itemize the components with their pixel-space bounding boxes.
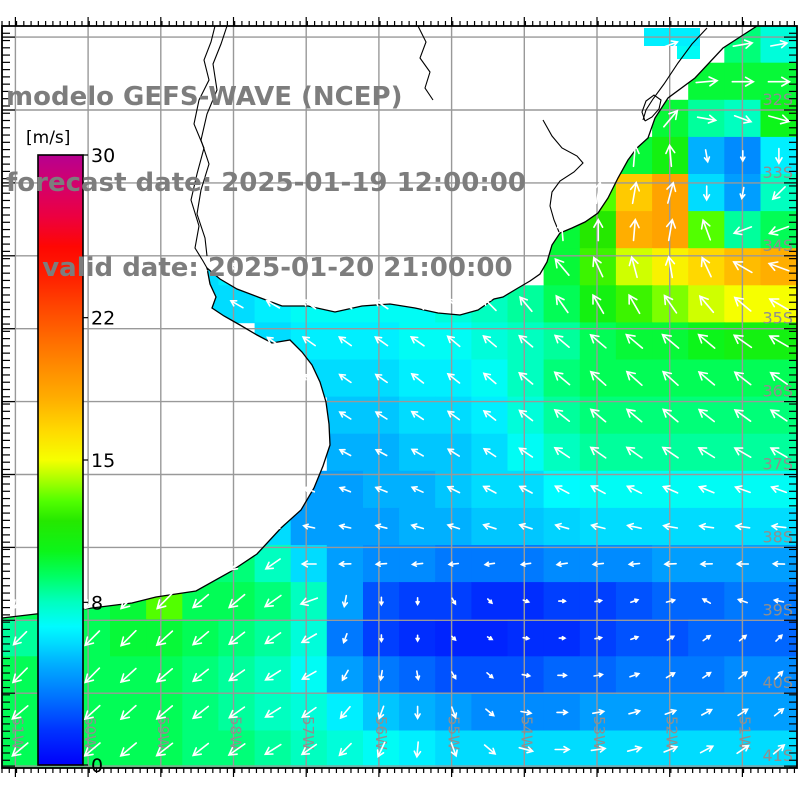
lon-label: 51W xyxy=(735,716,753,750)
lon-label: 59W xyxy=(154,716,172,750)
lon-label: 57W xyxy=(299,716,317,750)
colorbar-tick-label: 30 xyxy=(91,145,115,167)
forecast-date: forecast date: 2025-01-19 12:00:00 xyxy=(6,167,526,198)
lat-label: 35S xyxy=(762,309,793,328)
lat-label: 38S xyxy=(762,527,793,546)
model-title: modelo GEFS-WAVE (NCEP) xyxy=(6,82,403,112)
lat-label: 36S xyxy=(762,382,793,401)
rivers xyxy=(190,26,708,269)
title-block: modelo GEFS-WAVE (NCEP) forecast date: 2… xyxy=(6,26,526,340)
colorbar-tick-label: 15 xyxy=(91,450,115,472)
graticule-labels: 32S 33S 34S 35S 36S 37S 38S 39S 40S 41S 61W 60W 59W 5… xyxy=(8,90,793,765)
axis-ticks xyxy=(1,17,797,777)
valid-date: valid date: 2025-01-20 21:00:00 xyxy=(6,253,513,283)
lat-label: 32S xyxy=(762,90,793,109)
colorbar: 30 22 15 8 0 xyxy=(37,145,115,777)
colorbar-unit-label: [m/s] xyxy=(26,128,71,148)
lon-label: 52W xyxy=(663,716,681,750)
lon-label: 58W xyxy=(227,716,245,750)
lat-label: 33S xyxy=(762,163,793,182)
colorbar-tick-label: 0 xyxy=(91,755,103,777)
lat-label: 34S xyxy=(762,236,793,255)
colorbar-tick-label: 8 xyxy=(91,592,103,614)
lat-label: 41S xyxy=(762,746,793,765)
lon-label: 53W xyxy=(590,716,608,750)
lon-label: 55W xyxy=(445,716,463,750)
lon-label: 56W xyxy=(372,716,390,750)
wind-arrows xyxy=(11,39,792,759)
lon-label: 60W xyxy=(81,716,99,750)
land-mask xyxy=(2,26,757,618)
lon-label: 61W xyxy=(8,716,26,750)
graticule xyxy=(2,26,797,768)
lat-label: 37S xyxy=(762,455,793,474)
lat-label: 39S xyxy=(762,600,793,619)
lat-label: 40S xyxy=(762,673,793,692)
lon-label: 54W xyxy=(517,716,535,750)
colorbar-tick-label: 22 xyxy=(91,308,115,330)
